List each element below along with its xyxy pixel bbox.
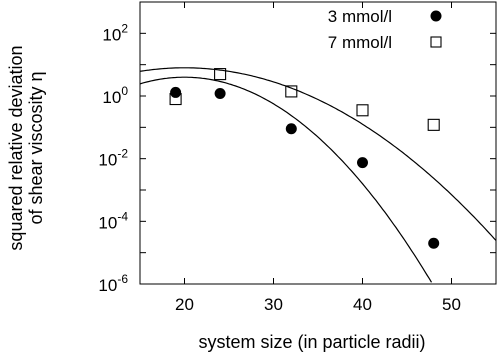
y-axis-label-line-2: of shear viscosity η	[26, 71, 46, 224]
data-point-series-2	[427, 118, 440, 131]
data-point-series-2	[214, 68, 227, 81]
y-tick-label: 10-4	[98, 209, 128, 232]
data-point-series-1	[214, 88, 226, 100]
legend-label-2: 7 mmol/l	[328, 33, 392, 52]
data-point-series-1	[170, 86, 182, 98]
data-point-series-2	[169, 92, 182, 106]
y-tick-label: 10-2	[98, 147, 128, 170]
y-tick-label: 10-6	[98, 272, 128, 295]
x-tick-label: 50	[442, 295, 461, 314]
legend-label-1: 3 mmol/l	[328, 7, 392, 26]
legend-marker-1	[430, 10, 442, 22]
plot-frame	[139, 1, 497, 285]
x-axis-label: system size (in particle radii)	[198, 332, 425, 352]
x-tick-label: 40	[353, 295, 372, 314]
data-point-series-2	[285, 85, 298, 98]
data-point-series-2	[356, 104, 369, 117]
y-axis-label: squared relative deviation of shear visc…	[6, 45, 46, 250]
fit-curve-2	[139, 67, 497, 241]
data-point-series-1	[428, 237, 440, 249]
x-tick-label: 30	[264, 295, 283, 314]
y-tick-label: 102	[102, 21, 128, 44]
plot-area: 20 30 40 50 10-6 10-4 10-2 100 102 3 mmol/l 7 mmol…	[98, 1, 497, 314]
data-point-series-1	[285, 123, 297, 135]
y-axis-label-line-1: squared relative deviation	[6, 45, 26, 250]
fit-curve-1	[139, 76, 433, 283]
data-point-series-1	[357, 157, 368, 169]
x-tick-label: 20	[175, 295, 194, 314]
legend-marker-2	[430, 36, 442, 48]
y-tick-label: 100	[102, 84, 128, 107]
